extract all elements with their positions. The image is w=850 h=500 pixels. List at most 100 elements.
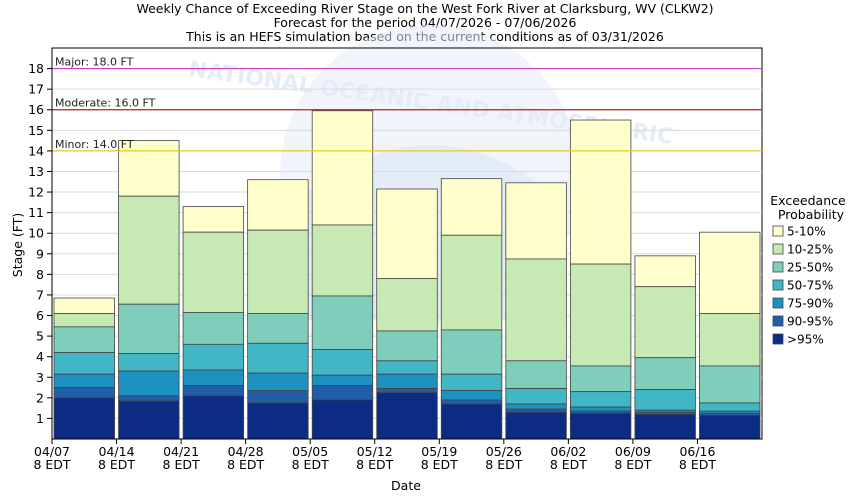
bar-segment [247,372,309,392]
bar-segment [569,365,632,393]
bar-segment [247,402,309,440]
bar-segment [699,414,761,440]
y-tick-label: 16 [28,102,44,117]
bar-segment [53,352,115,375]
bar-segment [247,342,309,374]
y-tick-label: 5 [36,329,44,344]
bar-segment [311,110,374,226]
bar-segment [247,390,309,404]
legend-entry: >95% [787,333,824,347]
bar-segment [569,119,632,265]
legend-entry: 5-10% [787,225,826,239]
title-line-2: Forecast for the period 04/07/2026 - 07/… [274,15,577,30]
y-tick-label: 10 [28,226,44,241]
bar-segment [440,390,503,401]
bar-segment [247,179,309,231]
y-tick-label: 4 [36,349,44,364]
threshold-lines: Major: 18.0 FT Moderate: 16.0 FT Minor: 14… [52,56,762,152]
y-tick-label: 11 [28,205,44,220]
week-bar [376,188,438,440]
y-tick-label: 3 [36,370,44,385]
bar-segment [699,365,761,404]
bar-segment [247,313,309,344]
y-tick-label: 14 [28,143,44,158]
bar-segment [505,408,567,413]
week-bar [53,297,115,440]
legend-swatch [772,333,784,345]
x-tick-date: 06/09 [615,444,651,459]
bar-segment [376,360,438,375]
bar-segment [247,229,309,314]
week-bar [505,182,567,440]
bar-segment [53,313,115,328]
bar-segment [440,329,503,375]
bar-segment [376,388,438,394]
legend-entry: 50-75% [787,279,833,293]
bar-segment [699,402,761,412]
week-bar [118,140,180,440]
bar-segment [182,369,245,386]
y-tick-label: 18 [28,61,44,76]
bar-segment [699,231,761,314]
bar-segment [118,303,180,354]
y-tick-label: 12 [28,185,44,200]
bar-segment [505,360,567,389]
y-tick-label: 17 [28,82,44,97]
x-tick-date: 05/26 [486,444,522,459]
bar-segment [118,395,180,402]
x-tick-time: 8 EDT [679,457,716,472]
bar-segment [53,373,115,388]
bar-segment [699,313,761,367]
bar-segment [440,403,503,440]
bar-segment [53,326,115,353]
threshold-label: Major: 18.0 FT [55,56,134,69]
legend-swatch [772,261,784,273]
bar-segment [569,406,632,412]
bar-segment [440,234,503,331]
bar-segment [53,387,115,399]
bar-segment [505,388,567,405]
y-tick-label: 2 [36,390,44,405]
bar-segment [182,395,245,440]
y-tick-label: 13 [28,164,44,179]
x-tick-date: 04/14 [99,444,135,459]
x-tick-time: 8 EDT [292,457,329,472]
x-axis-label: Date [391,478,421,493]
bar-segment [440,178,503,236]
bar-segment [440,373,503,392]
y-tick-label: 1 [36,411,44,426]
bar-segment [505,403,567,410]
y-tick-label: 9 [36,246,44,261]
x-tick-date: 06/16 [679,444,715,459]
bar-segment [505,258,567,362]
bar-segment [311,399,374,440]
x-tick-time: 8 EDT [614,457,651,472]
legend-swatch [772,225,784,237]
x-tick-time: 8 EDT [356,457,393,472]
bar-segment [182,231,245,313]
bar-segment [376,278,438,332]
legend-entry: 10-25% [787,243,833,257]
x-tick-time: 8 EDT [163,457,200,472]
bar-segment [311,349,374,376]
week-bar [634,255,696,440]
bar-segment [182,312,245,345]
bar-segment [505,411,567,440]
bar-segment [440,399,503,405]
bar-segment [376,392,438,440]
x-tick-date: 04/07 [34,444,70,459]
bar-segment [118,353,180,372]
legend-title-line-2: Probability [778,207,845,222]
x-tick-time: 8 EDT [485,457,522,472]
legend-entry: 75-90% [787,297,833,311]
bar-segment [569,412,632,440]
week-bar [440,178,503,440]
chart-title: Weekly Chance of Exceeding River Stage o… [136,1,713,44]
x-tick-date: 04/21 [163,444,199,459]
title-line-1: Weekly Chance of Exceeding River Stage o… [136,1,713,16]
x-tick-time: 8 EDT [550,457,587,472]
axes [51,48,762,440]
week-bar [182,206,245,440]
bar-segment [182,385,245,397]
week-bar [311,110,374,440]
